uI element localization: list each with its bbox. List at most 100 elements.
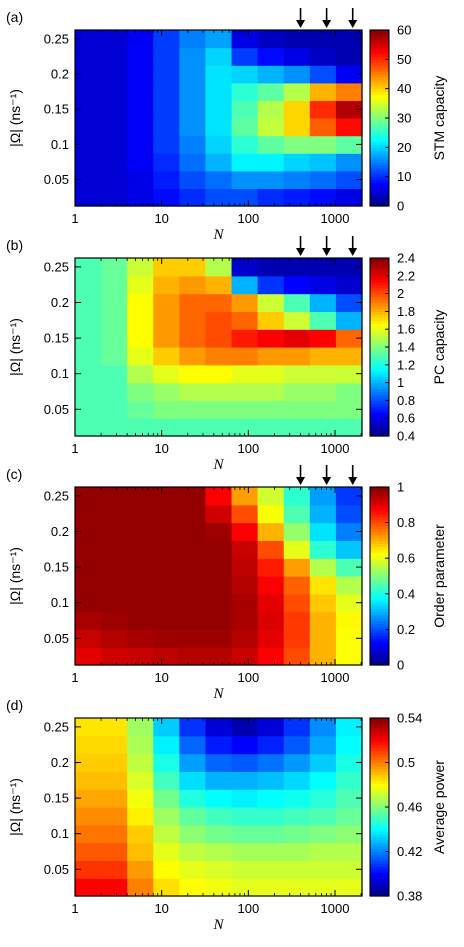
heatmap-cell	[153, 807, 180, 826]
heatmap-cell	[335, 293, 363, 312]
heatmap-cell	[205, 418, 233, 437]
colorbar-segment	[370, 878, 389, 882]
heatmap-cell	[101, 153, 128, 172]
heatmap-cell	[283, 860, 311, 879]
colorbar-segment	[370, 103, 389, 107]
heatmap-cell	[153, 118, 180, 137]
heatmap-cell	[101, 593, 128, 613]
colorbar-segment	[370, 272, 389, 277]
heatmap-cell	[75, 522, 102, 541]
heatmap-cell	[231, 504, 259, 524]
heatmap-cell	[127, 170, 154, 189]
heatmap-cell	[231, 753, 259, 772]
colorbar-tick-label: 1.6	[397, 322, 415, 337]
heatmap-cell	[205, 540, 233, 559]
heatmap-cell	[153, 65, 180, 84]
heatmap-cell	[127, 418, 154, 437]
colorbar-segment	[370, 783, 389, 787]
heatmap-cell	[309, 153, 337, 172]
heatmap-cell	[309, 487, 337, 506]
heatmap-cell	[231, 611, 259, 630]
colorbar-segment	[370, 47, 389, 52]
heatmap-cell	[75, 735, 102, 755]
heatmap-cell	[257, 771, 285, 790]
heatmap-cell	[309, 47, 337, 66]
colorbar-tick-label: 0.8	[397, 515, 415, 530]
heatmap-cell	[127, 522, 154, 541]
colorbar-segment	[370, 147, 389, 151]
heatmap-cell	[309, 188, 337, 207]
x-tick-label: 10	[154, 211, 168, 226]
colorbar-tick-label: 0	[397, 658, 404, 673]
colorbar-segment	[370, 367, 389, 372]
heatmap-cell	[101, 842, 128, 861]
heatmap-cell	[335, 400, 363, 419]
heatmap-cell	[309, 82, 337, 101]
heatmap-cell	[231, 329, 259, 348]
heatmap-cell	[205, 647, 233, 666]
heatmap-cell	[75, 293, 102, 312]
heatmap-cell	[179, 258, 207, 277]
heatmap-cell	[283, 540, 311, 559]
colorbar-segment	[370, 50, 389, 55]
colorbar-segment	[370, 433, 389, 437]
colorbar-segment	[370, 807, 389, 811]
colorbar-segment	[370, 85, 389, 90]
heatmap-cell	[153, 293, 180, 312]
colorbar-segment	[370, 525, 389, 530]
heatmap-cell	[309, 558, 337, 577]
heatmap-cell	[153, 487, 180, 506]
x-tick-label: 1	[71, 670, 78, 685]
colorbar-tick-label: 2.2	[397, 268, 415, 283]
heatmap-cell	[153, 258, 180, 277]
colorbar-segment	[370, 584, 389, 589]
colorbar-segment	[370, 750, 389, 755]
colorbar-segment	[370, 296, 389, 301]
heatmap-cell	[101, 504, 128, 524]
heatmap-cell	[205, 522, 233, 541]
heatmap-cell	[127, 65, 154, 84]
colorbar-segment	[370, 605, 389, 610]
colorbar-segment	[370, 872, 389, 876]
colorbar-segment	[370, 555, 389, 559]
heatmap-cell	[127, 30, 154, 49]
heatmap-cell	[101, 558, 128, 577]
heatmap-cell	[283, 118, 311, 137]
heatmap-cell	[205, 293, 233, 312]
heatmap-cell	[257, 100, 285, 119]
heatmap-cell	[75, 540, 102, 559]
colorbar-segment	[370, 884, 389, 888]
heatmap-cell	[231, 576, 259, 595]
heatmap-cell	[335, 629, 363, 648]
heatmap-cell	[257, 558, 285, 577]
heatmap-cell	[75, 576, 102, 595]
colorbar-label: PC capacity	[431, 310, 447, 385]
heatmap-cell	[153, 878, 180, 897]
colorbar-tick-label: 2	[397, 286, 404, 301]
heatmap-cell	[283, 364, 311, 384]
colorbar-segment	[370, 774, 389, 778]
colorbar-segment	[370, 830, 389, 835]
heatmap-cell	[283, 629, 311, 648]
heatmap-cell	[75, 65, 102, 84]
heatmap-cell	[231, 735, 259, 755]
heatmap-cell	[283, 65, 311, 84]
heatmap-cell	[335, 611, 363, 630]
heatmap-cell	[75, 593, 102, 613]
y-tick-label: 0.2	[51, 755, 69, 770]
heatmap-cell	[127, 364, 154, 384]
heatmap-cell	[231, 860, 259, 879]
heatmap-cell	[309, 293, 337, 312]
heatmap-cell	[153, 576, 180, 595]
heatmap-cell	[101, 647, 128, 666]
heatmap-cell	[127, 842, 154, 861]
colorbar-segment	[370, 860, 389, 864]
heatmap-cell	[127, 275, 154, 295]
heatmap-cell	[75, 647, 102, 666]
colorbar-segment	[370, 765, 389, 770]
colorbar-segment	[370, 329, 389, 333]
colorbar-segment	[370, 561, 389, 565]
colorbar-segment	[370, 320, 389, 324]
